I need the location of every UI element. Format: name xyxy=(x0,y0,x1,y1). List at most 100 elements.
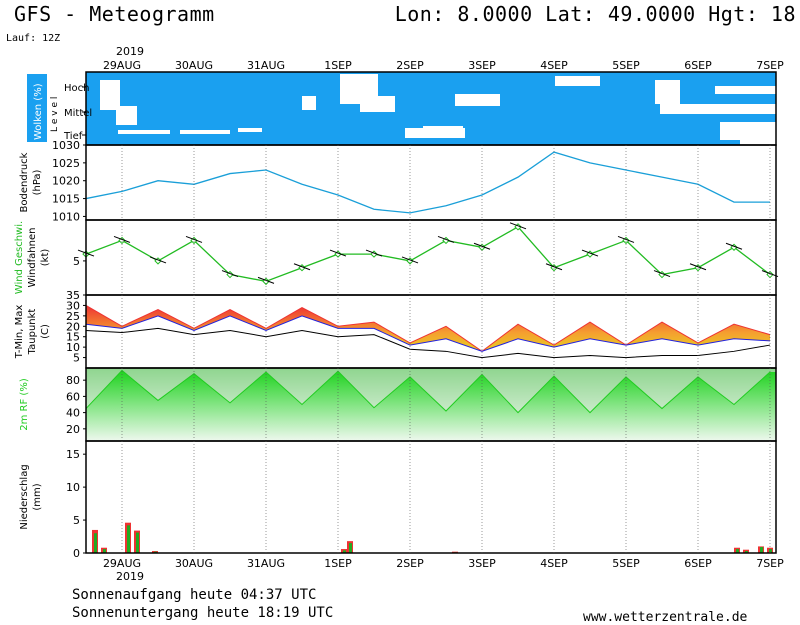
time-label-top: 1SEP xyxy=(324,59,352,72)
time-label-top: 30AUG xyxy=(175,59,213,72)
temp-tick-label: 15 xyxy=(66,331,80,344)
clear-sky-gap xyxy=(100,80,120,110)
precip-bar-inner xyxy=(103,549,106,553)
sunrise-text: Sonnenaufgang heute 04:37 UTC xyxy=(72,587,317,603)
precip-bar-inner xyxy=(343,550,346,553)
clear-sky-gap xyxy=(565,78,590,82)
pressure-axis-label: Bodendruck xyxy=(19,152,30,212)
humidity-tick-label: 40 xyxy=(66,407,80,420)
wind-barb xyxy=(473,242,491,250)
location-coordinates: Lon: 8.0000 Lat: 49.0000 Hgt: 18 xyxy=(394,2,796,26)
time-label-bottom: 1SEP xyxy=(324,557,352,570)
temp-tick-label: 10 xyxy=(66,341,80,354)
cloud-level-label: Mittel xyxy=(64,108,92,119)
pressure-line xyxy=(85,151,770,214)
time-label-top: 7SEP xyxy=(756,59,784,72)
clear-sky-gap xyxy=(238,128,262,132)
precip-bar-inner xyxy=(760,547,763,553)
temp-axis-label: T-Min, Max xyxy=(14,305,25,360)
time-label-bottom: 29AUG xyxy=(103,557,141,570)
year-label-bottom: 2019 xyxy=(116,570,144,583)
wind-barb xyxy=(113,235,131,243)
clear-sky-gap xyxy=(423,126,463,132)
temp-axis-label: Taupunkt xyxy=(27,309,38,356)
clear-sky-gap xyxy=(715,86,776,94)
humidity-tick-label: 60 xyxy=(66,390,80,403)
time-label-bottom: 7SEP xyxy=(756,557,784,570)
pressure-tick-label: 1025 xyxy=(52,157,80,170)
website-link[interactable]: www.wetterzentrale.de xyxy=(583,610,748,625)
time-label-bottom: 3SEP xyxy=(468,557,496,570)
precip-bar-inner xyxy=(736,549,739,553)
temp-tick-label: 30 xyxy=(66,299,80,312)
temp-tick-label: 5 xyxy=(73,352,80,365)
clear-sky-gap xyxy=(302,96,316,110)
precip-tick-label: 15 xyxy=(66,448,80,461)
humidity-axis-label: 2m RF (%) xyxy=(19,378,30,431)
time-label-bottom: 2SEP xyxy=(396,557,424,570)
pressure-tick-label: 1015 xyxy=(52,193,80,206)
wind-barb xyxy=(185,235,203,243)
wind-barb xyxy=(509,222,527,230)
tmin-line xyxy=(85,315,771,352)
wind-speed-line xyxy=(85,225,771,283)
wind-barb xyxy=(365,249,383,257)
clear-sky-gap xyxy=(375,96,395,106)
precip-tick-label: 5 xyxy=(73,514,80,527)
cloud-label-bg xyxy=(27,74,47,142)
precip-bar-inner xyxy=(136,532,139,553)
precip-bar-inner xyxy=(745,551,748,553)
temp-tick-label: 20 xyxy=(66,320,80,333)
wind-barb xyxy=(293,263,311,271)
panel-frame xyxy=(85,440,777,554)
clear-sky-gap xyxy=(655,80,680,104)
clear-sky-gap xyxy=(116,106,137,125)
wind-barb xyxy=(437,235,455,243)
page-title: GFS - Meteogramm xyxy=(14,2,215,26)
precip-bar-inner xyxy=(769,549,772,553)
time-label-top: 6SEP xyxy=(684,59,712,72)
precip-bar-inner xyxy=(94,533,97,553)
wind-barb xyxy=(653,270,671,278)
time-label-bottom: 5SEP xyxy=(612,557,640,570)
cloud-axis-label: Wolken (%) xyxy=(33,83,44,140)
precip-tick-label: 0 xyxy=(73,547,80,560)
year-label-top: 2019 xyxy=(116,45,144,58)
pressure-tick-label: 1030 xyxy=(52,139,80,152)
temp-axis-label: (C) xyxy=(40,324,51,339)
wind-barb xyxy=(149,256,167,264)
clear-sky-gap xyxy=(118,130,170,134)
wind-axis-label: Windfahnen xyxy=(27,228,38,288)
clear-sky-gap xyxy=(340,74,378,104)
temp-tick-label: 35 xyxy=(66,289,80,302)
clear-sky-gap xyxy=(660,104,776,114)
temp-range-area xyxy=(86,305,770,352)
level-axis-label: L e v e l xyxy=(50,97,60,132)
humidity-line xyxy=(85,369,771,414)
sunset-text: Sonnenuntergang heute 18:19 UTC xyxy=(72,605,334,621)
precip-tick-label: 10 xyxy=(66,481,80,494)
wind-barb xyxy=(581,249,599,257)
wind-barb xyxy=(221,270,239,278)
pressure-axis-label: (hPa) xyxy=(32,169,43,195)
precip-axis-label: Niederschlag xyxy=(19,464,30,529)
wind-axis-label: (kt) xyxy=(40,249,51,267)
time-label-top: 2SEP xyxy=(396,59,424,72)
cloud-level-label: Tief xyxy=(63,131,83,142)
wind-axis-label: Wind Geschwi. xyxy=(14,221,25,294)
clear-sky-gap xyxy=(405,128,465,138)
precip-bar-inner xyxy=(127,525,130,553)
wind-barb xyxy=(545,263,563,271)
time-label-top: 3SEP xyxy=(468,59,496,72)
time-label-top: 29AUG xyxy=(103,59,141,72)
humidity-tick-label: 20 xyxy=(66,423,80,436)
time-label-bottom: 6SEP xyxy=(684,557,712,570)
time-label-top: 31AUG xyxy=(247,59,285,72)
pressure-tick-label: 1010 xyxy=(52,210,80,223)
pressure-tick-label: 1020 xyxy=(52,175,80,188)
cloud-level-label: Hoch xyxy=(64,83,89,94)
wind-tick-label: 5 xyxy=(73,255,80,268)
time-label-top: 4SEP xyxy=(540,59,568,72)
dewpoint-line xyxy=(85,327,771,359)
